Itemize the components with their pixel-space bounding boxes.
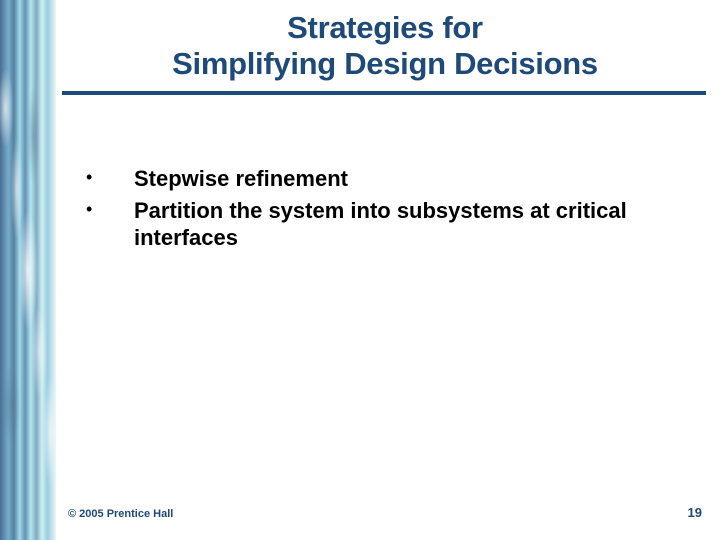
copyright-text: © 2005 Prentice Hall [68,508,173,520]
bullet-text: Stepwise refinement [134,165,690,193]
bullet-marker-icon: • [68,197,134,252]
bullet-item: • Partition the system into subsystems a… [68,197,690,252]
bullet-marker-icon: • [68,165,134,193]
content-area: • Stepwise refinement • Partition the sy… [68,165,690,256]
title-line-2: Simplifying Design Decisions [172,46,598,81]
footer: © 2005 Prentice Hall 19 [68,505,702,520]
page-number: 19 [688,505,702,520]
slide-title: Strategies for Simplifying Design Decisi… [80,10,690,81]
title-underline [62,91,706,95]
slide-sidebar-decoration [0,0,56,540]
bullet-text: Partition the system into subsystems at … [134,197,690,252]
title-container: Strategies for Simplifying Design Decisi… [80,10,690,81]
title-line-1: Strategies for [287,10,483,45]
bullet-item: • Stepwise refinement [68,165,690,193]
